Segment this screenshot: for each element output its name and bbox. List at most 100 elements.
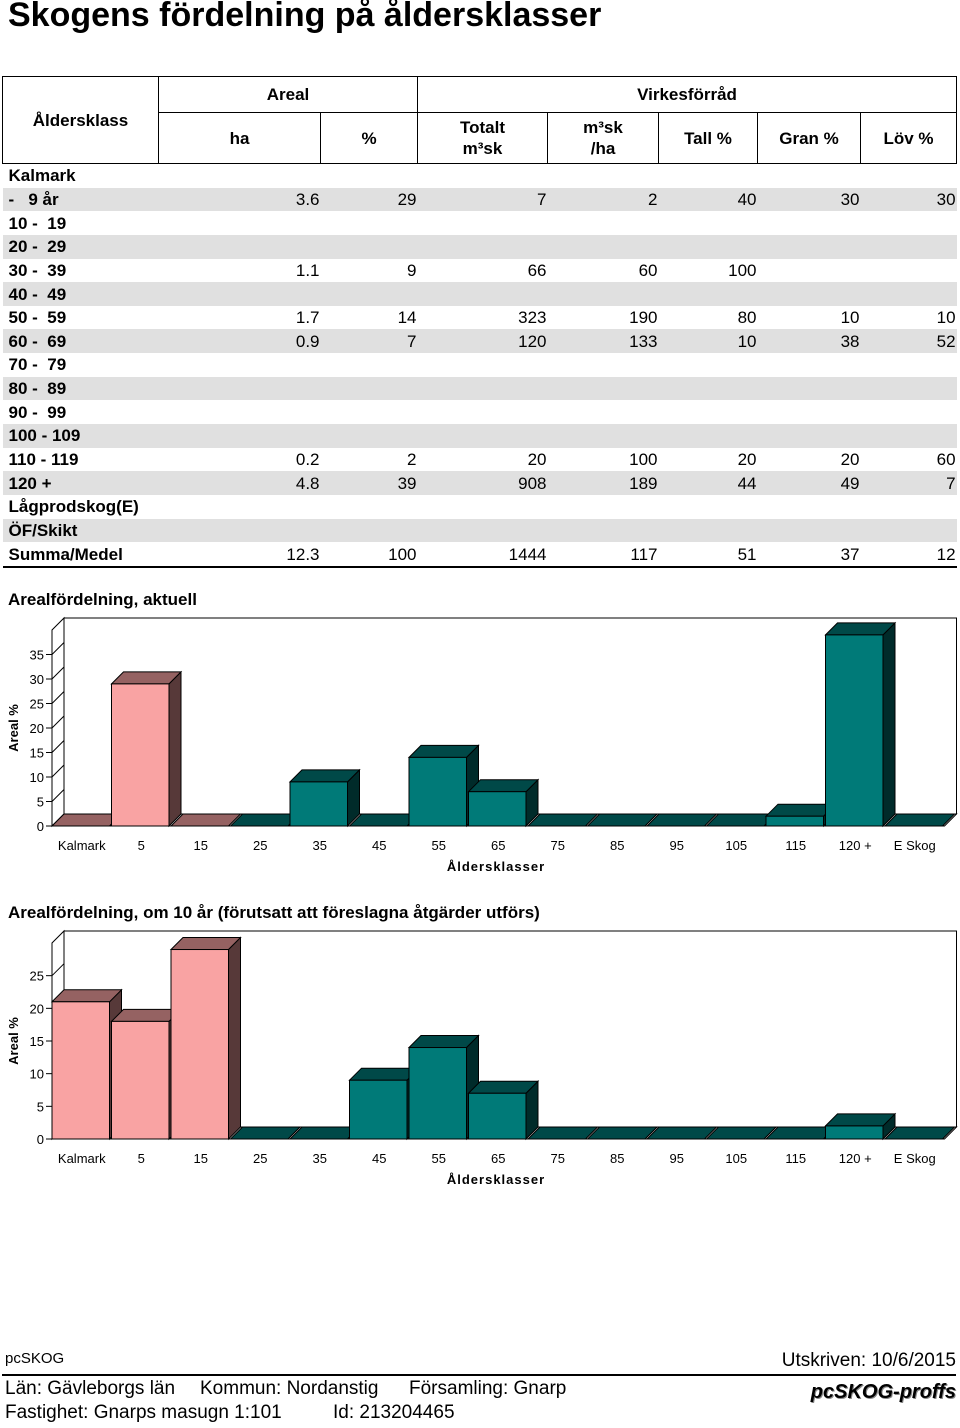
- cell: [548, 211, 659, 235]
- y-tick-label: 5: [37, 795, 44, 810]
- row-label: 10 - 19: [8, 213, 67, 233]
- cell: [548, 353, 659, 377]
- cell: 7: [417, 187, 548, 212]
- cell: [547, 234, 659, 259]
- bar: [825, 1125, 884, 1140]
- cell: [758, 495, 861, 519]
- y-tick-label: 20: [30, 1001, 44, 1016]
- row-label: 70 - 79: [8, 355, 67, 375]
- column-header: %: [320, 112, 418, 164]
- x-tick-label: 115: [785, 838, 806, 853]
- x-axis-label: Åldersklasser: [447, 1172, 545, 1187]
- chart: 0 5 10 15 20 25 Areal % Åldersklasser Kalmark 5 15…: [6, 929, 958, 1187]
- y-tick-label: 0: [37, 819, 44, 834]
- cell: 37: [757, 542, 861, 568]
- x-tick-label: 55: [432, 1151, 446, 1166]
- cell: [658, 424, 758, 448]
- cell: [658, 234, 758, 259]
- cell: [417, 282, 548, 306]
- cell: [757, 282, 861, 306]
- cell: [861, 259, 957, 283]
- wall-tick: [51, 764, 65, 778]
- row-label: 20 - 29: [2, 234, 159, 259]
- cell: 14: [397, 308, 417, 328]
- y-tick-label: 5: [37, 1099, 44, 1114]
- bar-top: [645, 1126, 718, 1140]
- x-tick-label: 85: [610, 838, 624, 853]
- row-label: 100 - 109: [2, 424, 159, 448]
- cell: [548, 400, 659, 424]
- column-header: Löv %: [859, 112, 958, 164]
- row-label: ÖF/Skikt: [2, 518, 159, 543]
- cell: [159, 400, 321, 424]
- cell: 189: [547, 471, 659, 495]
- y-tick-label: 20: [30, 721, 44, 736]
- cell: [159, 211, 321, 235]
- cell: 30: [757, 187, 861, 212]
- cell: [418, 400, 548, 424]
- x-tick-label: E Skog: [894, 838, 936, 853]
- table-row: 30 - 39 1.1 9 66 60 100: [3, 259, 957, 283]
- cell: [659, 400, 758, 424]
- bar-top: [586, 1126, 659, 1140]
- cell: [320, 424, 418, 448]
- table-row: 10 - 19: [3, 211, 957, 235]
- bar-top: [705, 1126, 778, 1140]
- cell: 52: [860, 329, 957, 354]
- cell: 908: [417, 471, 548, 495]
- cell: 10: [658, 329, 758, 354]
- table-row: 40 - 49: [2, 282, 957, 306]
- y-tick-label: 25: [30, 697, 44, 712]
- cell: 9: [407, 260, 417, 280]
- cell: [417, 234, 548, 259]
- cell: [321, 400, 418, 424]
- cell: [757, 518, 861, 543]
- cell: 7: [320, 329, 418, 354]
- table-row: 100 - 109: [2, 424, 957, 448]
- bar-top: [824, 622, 897, 636]
- group-header: Virkesförråd: [416, 76, 958, 113]
- table-row: ÖF/Skikt: [2, 518, 957, 543]
- x-tick-label: 25: [253, 838, 267, 853]
- column-header: Gran %: [757, 112, 861, 164]
- x-tick-label: 55: [432, 838, 446, 853]
- bar-side: [168, 670, 182, 828]
- cell: [548, 495, 659, 519]
- x-tick-label: 120 +: [839, 838, 872, 853]
- page-title: Skogens fördelning på åldersklasser: [8, 0, 602, 34]
- cell: 120: [417, 329, 548, 354]
- cell: [861, 495, 957, 519]
- cell: 10: [840, 308, 860, 328]
- bar: [289, 781, 348, 827]
- cell: 12: [860, 542, 957, 568]
- logo: pcSKOG-proffs: [810, 1381, 956, 1403]
- cell: [861, 353, 957, 377]
- row-label: - 9 år: [2, 187, 159, 212]
- column-header: Totalt m³sk: [417, 112, 548, 164]
- cell: [861, 164, 957, 188]
- cell: 2: [547, 187, 659, 212]
- bar: [408, 1047, 467, 1140]
- table-row: 120 +4.8 39 908 189 44 49 7: [2, 471, 957, 495]
- cell: [320, 282, 418, 306]
- cell: 117: [547, 542, 659, 568]
- bar-top: [407, 744, 480, 758]
- bar-top: [288, 769, 361, 783]
- row-label: 50 - 59: [8, 308, 67, 328]
- table-row: 80 - 89: [2, 376, 957, 401]
- table-row: 110 - 119 0.2 2 20 100 20 20 60: [3, 448, 957, 472]
- cell: [321, 353, 418, 377]
- x-tick-label: 25: [253, 1151, 267, 1166]
- x-tick-label: 115: [785, 1151, 806, 1166]
- cell: [757, 376, 861, 401]
- wall-tick: [51, 691, 65, 704]
- cell: [158, 234, 321, 259]
- cell: [321, 495, 418, 519]
- cell: [547, 518, 659, 543]
- row-label: 110 - 119: [8, 450, 79, 469]
- bar: [408, 756, 467, 827]
- x-tick-label: 15: [194, 838, 208, 853]
- bar: [765, 815, 824, 827]
- cell: [418, 211, 548, 235]
- column-header: Tall %: [658, 112, 758, 164]
